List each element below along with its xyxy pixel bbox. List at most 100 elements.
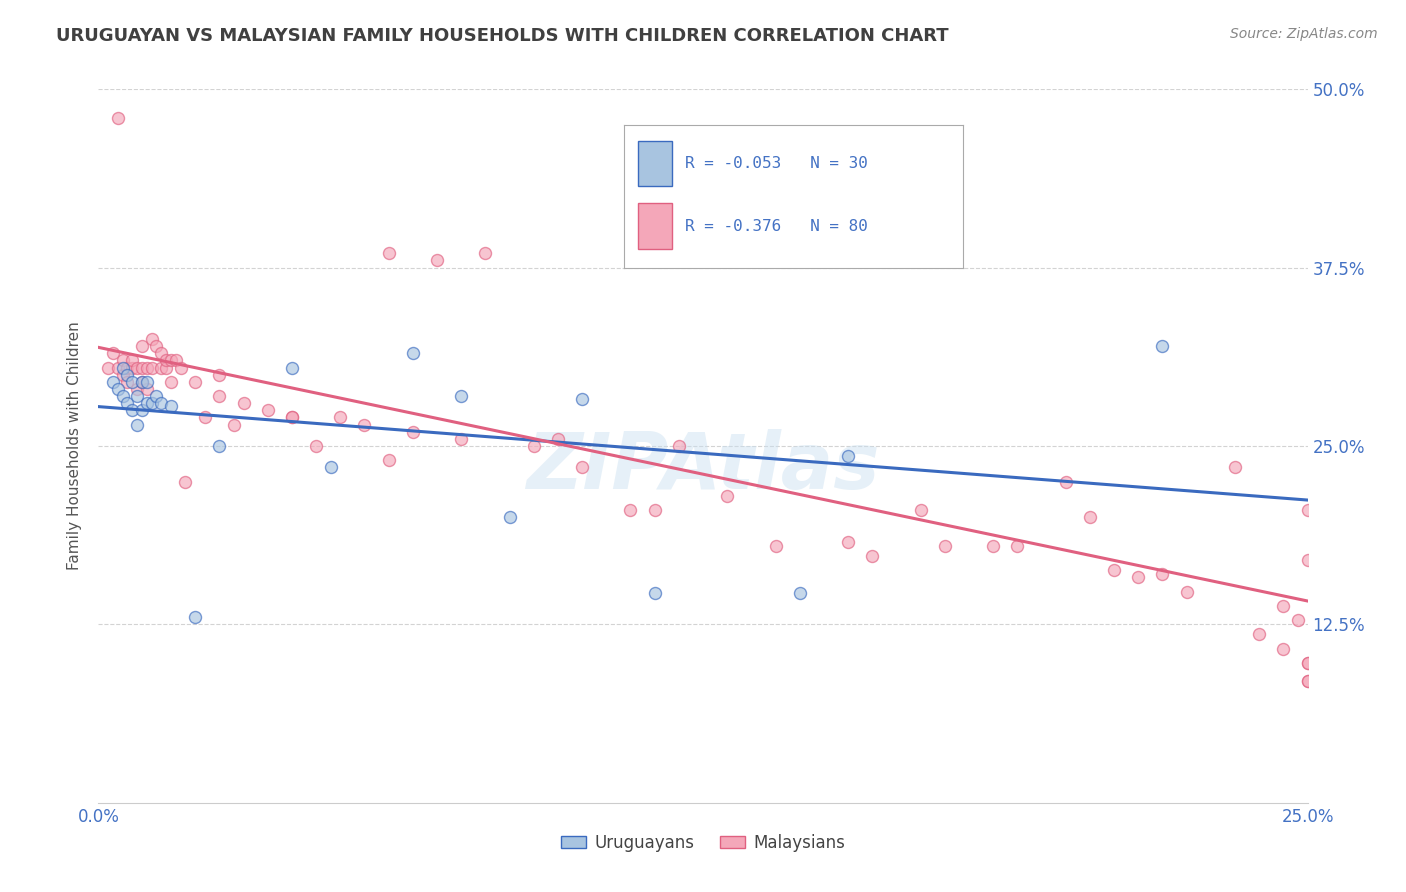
Point (402, 346, 425, 360)
Point (377, 246, 399, 260)
Point (281, 410, 304, 425)
Point (111, 389, 134, 403)
Point (571, 392, 593, 406)
Point (208, 439, 231, 453)
Point (692, 239, 714, 253)
Point (1152, 339, 1174, 353)
Point (208, 368, 231, 382)
Point (121, 360, 143, 375)
Point (194, 410, 217, 425)
Point (934, 539, 956, 553)
Y-axis label: Family Households with Children: Family Households with Children (67, 322, 83, 570)
Text: URUGUAYAN VS MALAYSIAN FAMILY HOUSEHOLDS WITH CHILDREN CORRELATION CHART: URUGUAYAN VS MALAYSIAN FAMILY HOUSEHOLDS… (56, 27, 949, 45)
Point (450, 389, 472, 403)
Point (155, 353, 177, 368)
Point (97, 360, 120, 375)
Point (222, 417, 245, 432)
Point (450, 432, 472, 446)
Point (127, 389, 149, 403)
Point (174, 475, 197, 489)
Point (319, 460, 342, 475)
Point (101, 375, 124, 389)
Point (121, 403, 143, 417)
Point (131, 375, 153, 389)
Point (141, 360, 163, 375)
Point (150, 396, 173, 410)
Point (1223, 460, 1246, 475)
Point (117, 396, 139, 410)
Point (644, 586, 666, 600)
Point (305, 439, 328, 453)
Point (837, 534, 859, 549)
Point (135, 375, 157, 389)
Point (1175, 584, 1198, 599)
Point (131, 360, 153, 375)
Point (121, 375, 143, 389)
Point (150, 346, 173, 360)
Point (1007, 539, 1029, 553)
Point (981, 539, 1004, 553)
Point (135, 360, 157, 375)
Point (571, 460, 593, 475)
Point (135, 396, 157, 410)
Point (837, 449, 859, 463)
Point (619, 503, 641, 517)
Point (329, 410, 352, 425)
Point (1102, 563, 1125, 577)
Point (498, 510, 520, 524)
Point (1249, 627, 1271, 641)
Point (1152, 567, 1174, 582)
Point (402, 425, 425, 439)
Point (155, 360, 177, 375)
Point (765, 539, 787, 553)
Point (127, 417, 149, 432)
Point (107, 382, 129, 396)
Point (789, 586, 811, 600)
Point (716, 489, 738, 503)
Point (523, 439, 546, 453)
Point (1296, 656, 1319, 670)
Point (353, 417, 375, 432)
Point (117, 375, 139, 389)
Point (107, 111, 129, 125)
Point (117, 368, 139, 382)
Point (377, 453, 399, 467)
Point (131, 403, 153, 417)
Point (111, 360, 134, 375)
Point (1296, 503, 1319, 517)
Point (165, 353, 187, 368)
Point (131, 375, 153, 389)
Point (208, 389, 231, 403)
Point (141, 332, 163, 346)
Point (547, 432, 569, 446)
Point (184, 610, 207, 624)
Point (107, 360, 129, 375)
Point (145, 389, 167, 403)
Point (135, 382, 157, 396)
Point (1296, 674, 1319, 689)
Point (910, 503, 932, 517)
Point (145, 339, 167, 353)
Point (131, 339, 153, 353)
Point (426, 253, 449, 268)
Legend: Uruguayans, Malaysians: Uruguayans, Malaysians (554, 828, 852, 859)
Point (121, 353, 143, 368)
Point (860, 549, 883, 563)
Point (668, 253, 690, 268)
Point (474, 246, 496, 260)
Point (1272, 599, 1295, 613)
Point (1078, 510, 1101, 524)
Text: ZIPAtlas: ZIPAtlas (526, 429, 880, 506)
Point (169, 360, 191, 375)
Point (111, 368, 134, 382)
Point (160, 399, 183, 413)
Point (101, 346, 124, 360)
Point (160, 353, 183, 368)
Point (141, 396, 163, 410)
Point (281, 360, 304, 375)
Point (111, 353, 134, 368)
Point (1296, 553, 1319, 567)
Point (127, 382, 149, 396)
Point (117, 360, 139, 375)
Point (232, 396, 254, 410)
